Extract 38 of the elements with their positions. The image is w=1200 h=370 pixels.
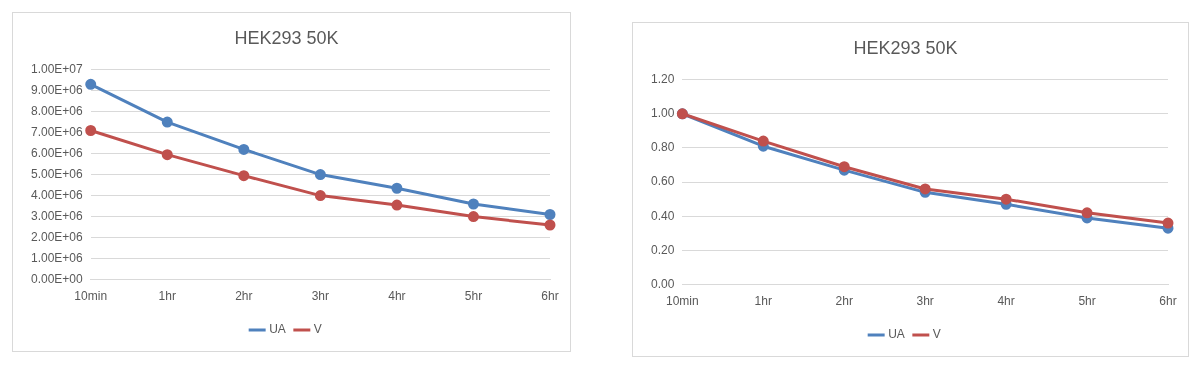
x-tick-label: 2hr [835,294,853,309]
legend-label: V [313,322,322,337]
y-tick-label: 0.00E+00 [31,271,84,286]
legend-label: UA [269,322,286,337]
y-tick-label: 0.00 [651,276,675,291]
x-tick-label: 10min [666,294,699,309]
x-tick-label: 4hr [388,289,406,304]
x-tick-label: 10min [74,289,108,304]
y-tick-label: 1.00 [651,106,675,121]
legend-label: UA [888,327,905,342]
y-tick-label: 4.00E+06 [31,187,84,202]
y-tick-label: 2.00E+06 [31,229,84,244]
x-tick-label: 2hr [235,289,253,304]
x-tick-label: 5hr [1078,294,1096,309]
y-tick-label: 3.00E+06 [31,208,84,223]
y-tick-label: 0.60 [651,174,675,189]
x-tick-label: 1hr [754,294,772,309]
x-tick-label: 3hr [311,289,330,304]
x-tick-label: 6hr [541,289,559,304]
chart-title: HEK293 50K [853,37,958,58]
y-tick-label: 8.00E+06 [31,103,84,118]
y-tick-label: 5.00E+06 [31,166,84,181]
y-tick-label: 1.00E+07 [31,61,84,76]
y-tick-label: 9.00E+06 [31,82,84,97]
legend-label: V [932,327,941,342]
y-tick-label: 1.00E+06 [31,250,84,265]
y-tick-label: 6.00E+06 [31,145,84,160]
x-tick-label: 6hr [1159,294,1177,309]
y-tick-label: 1.20 [651,71,675,86]
y-tick-label: 0.40 [651,208,675,223]
y-tick-label: 0.80 [651,140,675,155]
x-tick-label: 3hr [916,294,934,309]
x-tick-label: 4hr [997,294,1015,309]
y-tick-label: 0.20 [651,242,675,257]
x-tick-label: 5hr [464,289,483,304]
x-tick-label: 1hr [158,289,176,304]
chart-title: HEK293 50K [234,27,339,48]
y-tick-label: 7.00E+06 [31,124,84,139]
